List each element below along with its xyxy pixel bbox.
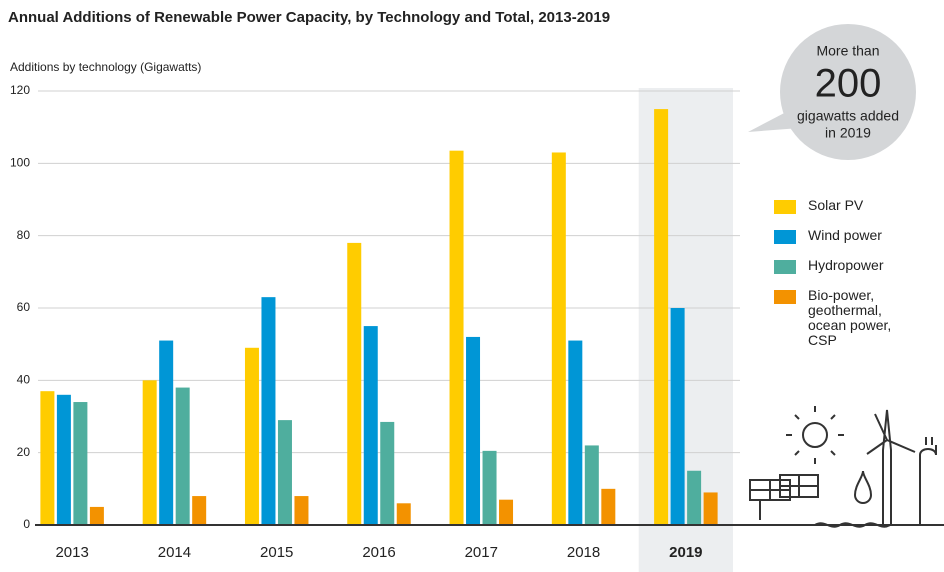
legend-swatch (774, 230, 796, 244)
legend-item: Solar PV (774, 198, 944, 214)
callout-number: 200 (815, 62, 882, 106)
bar (159, 340, 174, 525)
bar (396, 503, 411, 525)
bar (568, 340, 583, 525)
y-tick-label: 40 (17, 373, 31, 387)
callout-text: gigawatts added (797, 108, 899, 124)
bar (380, 421, 395, 525)
legend-label: Hydropower (808, 257, 884, 273)
x-tick-label: 2015 (260, 544, 293, 561)
y-tick-label: 20 (17, 445, 31, 459)
bar (482, 450, 497, 525)
callout-text: More than (816, 43, 879, 59)
bar (449, 150, 464, 526)
bar (363, 326, 378, 525)
bar (56, 394, 71, 525)
bar (192, 496, 207, 525)
bar (347, 242, 362, 525)
callout-bubble (780, 24, 916, 160)
highlight-band (638, 88, 733, 572)
legend-label: Solar PV (808, 197, 864, 213)
bar (40, 391, 55, 525)
bar (584, 445, 599, 525)
legend-item: Bio-power, geothermal, ocean power, CSP (774, 288, 944, 348)
callout-text: in 2019 (825, 125, 871, 141)
bar (601, 488, 616, 525)
bar (89, 506, 104, 525)
legend-swatch (774, 260, 796, 274)
y-tick-label: 80 (17, 228, 31, 242)
icons (749, 406, 937, 528)
bar (551, 152, 566, 525)
bar (499, 499, 514, 525)
bar (142, 380, 157, 525)
bar (73, 402, 88, 525)
y-axis-label: Additions by technology (Gigawatts) (10, 60, 201, 74)
x-tick-label: 2016 (362, 544, 395, 561)
y-tick-label: 60 (17, 300, 31, 314)
bar (277, 420, 292, 525)
bar (687, 470, 702, 525)
legend-item: Wind power (774, 228, 944, 244)
bar (261, 297, 276, 525)
legend: Solar PV Wind power Hydropower Bio-power, g… (774, 198, 944, 362)
legend-swatch (774, 290, 796, 304)
x-tick-label: 2019 (669, 544, 702, 561)
callout: More than 200 gigawatts added in 2019 (748, 24, 916, 160)
bar (294, 496, 309, 525)
y-tick-label: 100 (10, 156, 30, 170)
legend-item: Hydropower (774, 258, 944, 274)
bar (466, 336, 481, 525)
bar (175, 387, 190, 525)
legend-label: Wind power (808, 227, 882, 243)
bar (654, 109, 669, 525)
legend-label: Bio-power, geothermal, ocean power, CSP (808, 287, 892, 348)
x-tick-label: 2018 (567, 544, 600, 561)
y-tick-label: 0 (23, 517, 30, 531)
bar (670, 308, 685, 525)
x-tick-label: 2013 (55, 544, 88, 561)
chart-title: Annual Additions of Renewable Power Capa… (8, 9, 610, 26)
bar (703, 492, 718, 525)
bar (244, 347, 259, 525)
callout-tail (748, 110, 800, 132)
legend-swatch (774, 200, 796, 214)
x-tick-label: 2014 (158, 544, 191, 561)
x-tick-label: 2017 (465, 544, 498, 561)
y-tick-label: 120 (10, 83, 30, 97)
